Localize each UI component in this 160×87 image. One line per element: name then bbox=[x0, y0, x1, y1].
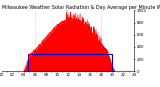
Text: Milwaukee Weather Solar Radiation & Day Average per Minute W/m² (Today): Milwaukee Weather Solar Radiation & Day … bbox=[2, 5, 160, 10]
Bar bbox=[28, 54, 112, 71]
